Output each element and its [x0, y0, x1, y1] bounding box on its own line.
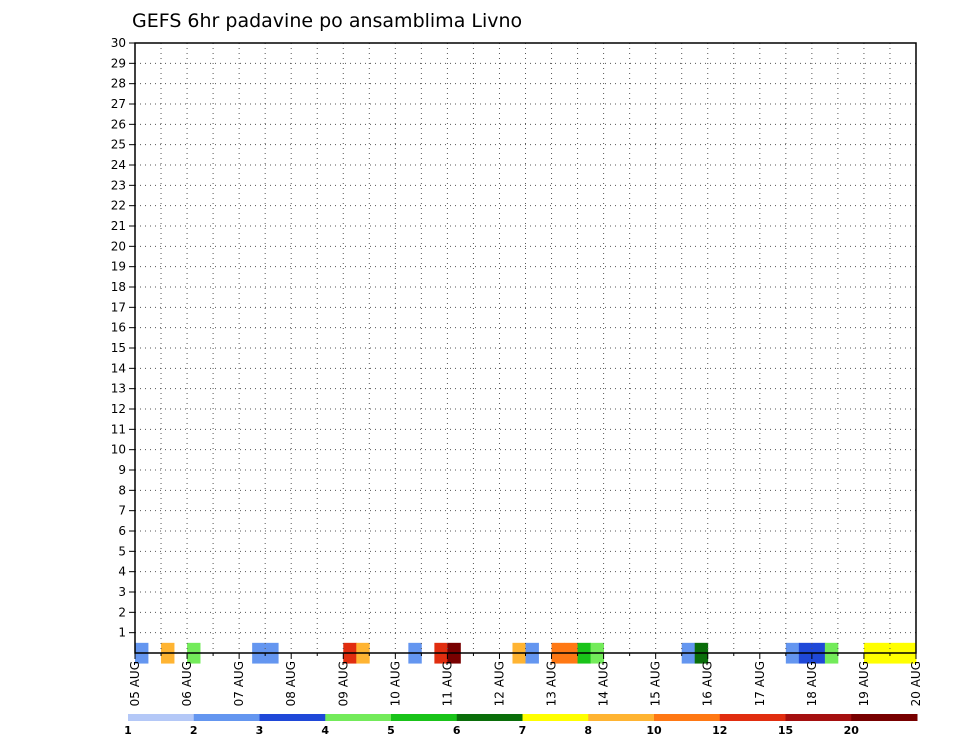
y-tick-label: 18: [111, 280, 126, 294]
y-tick-label: 8: [118, 483, 126, 497]
colorbar-label: 1: [124, 724, 132, 737]
x-tick-label: 17 AUG: [753, 661, 767, 706]
x-tick-label: 16 AUG: [701, 661, 715, 706]
y-tick-label: 10: [111, 443, 126, 457]
colorbar-label: 2: [190, 724, 198, 737]
y-tick-label: 11: [111, 422, 126, 436]
colorbar-swatch: [391, 714, 458, 721]
x-axis: 05 AUG 06 AUG 07 AUG 08 AUG 09 AUG 10 AUG 11 A…: [128, 653, 923, 706]
x-tick-label: 06 AUG: [180, 661, 194, 706]
x-tick-label: 10 AUG: [388, 661, 402, 706]
x-tick-label: 07 AUG: [232, 661, 246, 706]
y-tick-label: 4: [118, 565, 126, 579]
y-tick-label: 30: [111, 36, 126, 50]
y-tick-label: 1: [118, 626, 126, 640]
colorbar-label: 8: [584, 724, 592, 737]
x-tick-label: 18 AUG: [805, 661, 819, 706]
y-tick-label: 13: [111, 382, 126, 396]
x-tick-label: 11 AUG: [440, 661, 454, 706]
colorbar-label: 7: [519, 724, 527, 737]
x-tick-label: 15 AUG: [649, 661, 663, 706]
colorbar-swatch: [719, 714, 786, 721]
y-tick-label: 9: [118, 463, 126, 477]
x-tick-label: 09 AUG: [336, 661, 350, 706]
x-tick-label: 13 AUG: [545, 661, 559, 706]
colorbar-label: 3: [256, 724, 264, 737]
y-tick-label: 7: [118, 504, 126, 518]
y-tick-label: 21: [111, 219, 126, 233]
colorbar-label: 4: [321, 724, 329, 737]
y-tick-label: 3: [118, 585, 126, 599]
y-tick-label: 26: [111, 117, 126, 131]
colorbar-legend: 1 2 3 4 5 6 7 8 10 12 15 20: [124, 714, 918, 737]
colorbar-label: 12: [712, 724, 727, 737]
colorbar-swatch: [785, 714, 852, 721]
y-tick-label: 15: [111, 341, 126, 355]
x-tick-label: 20 AUG: [909, 661, 923, 706]
y-tick-label: 2: [118, 605, 126, 619]
y-tick-label: 27: [111, 97, 126, 111]
y-tick-label: 17: [111, 300, 126, 314]
grid-lines: [135, 42, 916, 653]
colorbar-swatch: [259, 714, 326, 721]
colorbar-swatch: [128, 714, 195, 721]
x-tick-label: 08 AUG: [284, 661, 298, 706]
colorbar-label: 6: [453, 724, 461, 737]
x-tick-label: 05 AUG: [128, 661, 142, 706]
colorbar-swatch: [193, 714, 260, 721]
y-tick-label: 12: [111, 402, 126, 416]
colorbar-swatch: [654, 714, 721, 721]
colorbar-label: 20: [844, 724, 860, 737]
y-tick-label: 5: [118, 544, 126, 558]
y-tick-label: 29: [111, 56, 126, 70]
y-tick-label: 22: [111, 199, 126, 213]
y-tick-label: 14: [111, 361, 126, 375]
colorbar-label: 15: [778, 724, 793, 737]
x-tick-label: 19 AUG: [857, 661, 871, 706]
x-tick-label: 12 AUG: [492, 661, 506, 706]
y-axis: 1234567891011121314151617181920212223242…: [111, 36, 135, 640]
colorbar-label: 5: [387, 724, 395, 737]
y-tick-label: 23: [111, 178, 126, 192]
colorbar-swatch: [851, 714, 918, 721]
y-tick-label: 25: [111, 138, 126, 152]
y-tick-label: 20: [111, 239, 126, 253]
x-tick-label: 14 AUG: [597, 661, 611, 706]
y-tick-label: 19: [111, 260, 126, 274]
y-tick-label: 24: [111, 158, 126, 172]
y-tick-label: 28: [111, 77, 126, 91]
chart-title: GEFS 6hr padavine po ansamblima Livno: [132, 10, 522, 32]
y-tick-label: 6: [118, 524, 126, 538]
colorbar-label: 10: [646, 724, 662, 737]
y-tick-label: 16: [111, 321, 126, 335]
colorbar-swatch: [325, 714, 392, 721]
colorbar-swatch: [588, 714, 655, 721]
colorbar-swatch: [522, 714, 589, 721]
colorbar-swatch: [456, 714, 523, 721]
